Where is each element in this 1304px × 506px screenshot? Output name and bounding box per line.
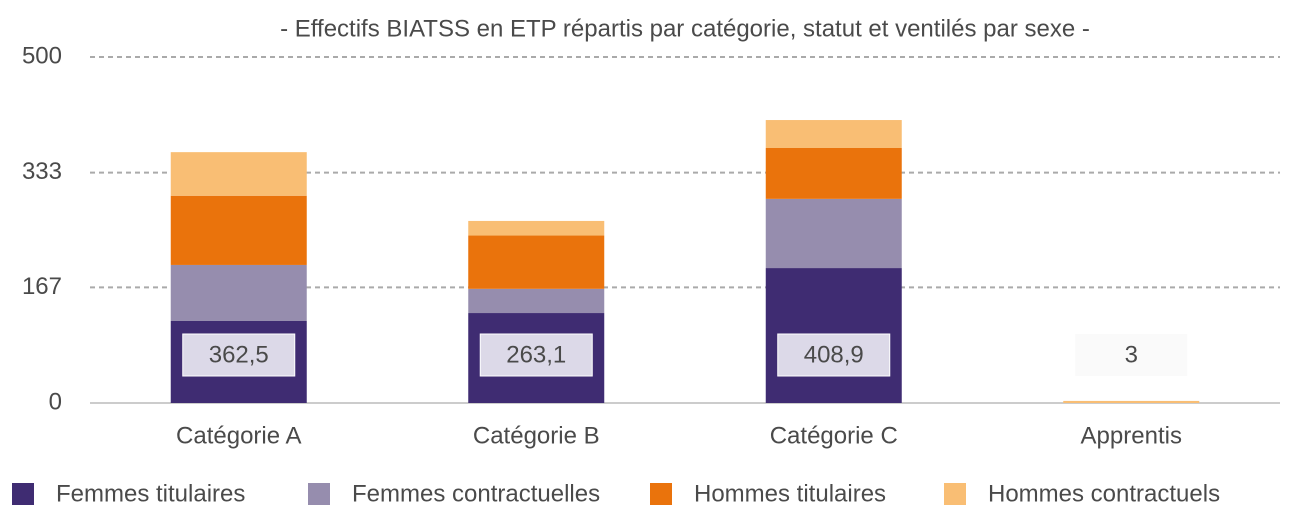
legend-label: Hommes contractuels [988,480,1220,506]
y-tick-label: 0 [49,388,62,415]
bar-segment [765,147,902,199]
legend-label: Hommes titulaires [694,480,886,506]
bar-segment [765,198,902,269]
y-tick-label: 167 [22,273,62,300]
total-label-box [1075,334,1188,376]
total-label: 408,9 [804,341,864,368]
bar-segment [1063,400,1200,403]
bar-segment [468,220,605,236]
x-tick-label: Catégorie A [176,422,301,449]
legend-swatch [308,483,330,505]
legend-label: Femmes contractuelles [352,480,600,506]
legend-swatch [650,483,672,505]
total-label-box [479,333,593,377]
total-label: 362,5 [209,341,269,368]
chart-title: - Effectifs BIATSS en ETP répartis par c… [280,15,1090,42]
total-label: 3 [1125,341,1138,368]
bar-segment [170,195,307,265]
legend-label: Femmes titulaires [56,480,245,506]
x-tick-label: Catégorie C [770,422,898,449]
total-label: 263,1 [506,341,566,368]
bar-segment [468,288,605,314]
y-tick-label: 500 [22,42,62,69]
x-tick-label: Apprentis [1081,422,1182,449]
total-label-box [182,333,296,377]
bar-segment [170,264,307,321]
y-tick-label: 333 [22,158,62,185]
legend-swatch [12,483,34,505]
bar-segment [468,235,605,289]
bar-segment [765,120,902,148]
legend-swatch [944,483,966,505]
bar-segment [170,152,307,196]
x-tick-label: Catégorie B [473,422,600,449]
total-label-box [777,333,891,377]
